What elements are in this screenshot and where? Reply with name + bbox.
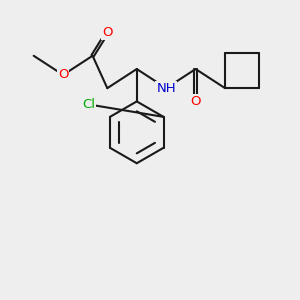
Text: O: O (190, 95, 201, 108)
Text: NH: NH (156, 82, 176, 95)
Text: Cl: Cl (82, 98, 95, 111)
Text: O: O (102, 26, 112, 39)
Text: O: O (58, 68, 68, 81)
